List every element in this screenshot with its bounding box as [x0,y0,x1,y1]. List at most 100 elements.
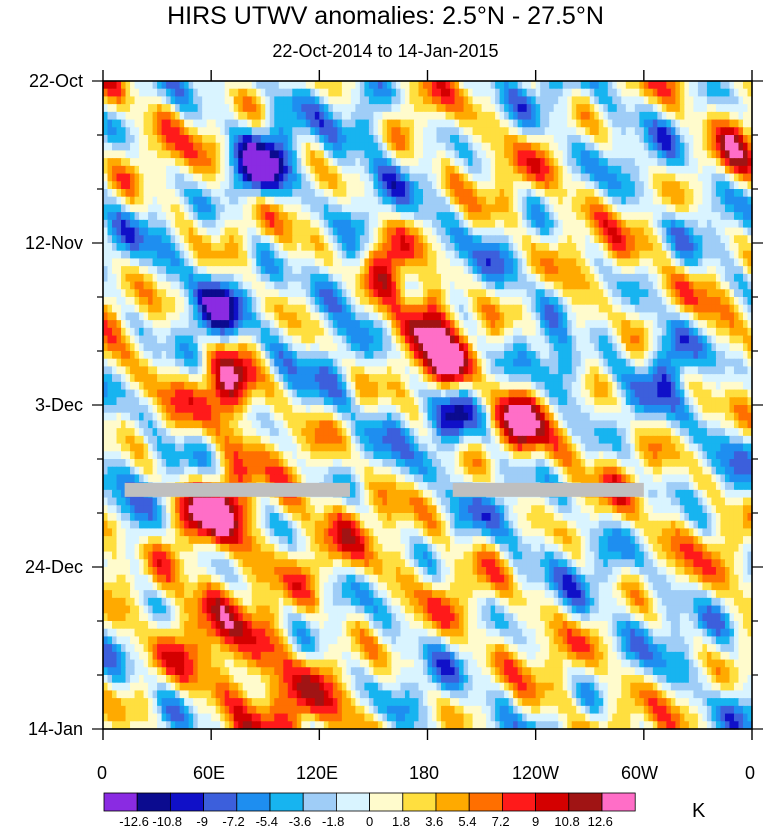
heatmap-cell [666,196,672,206]
heatmap-cell [292,281,298,290]
heatmap-cell [274,289,280,298]
heatmap-cell [706,297,713,306]
heatmap-cell [553,204,559,213]
heatmap-cell [684,243,690,252]
heatmap-cell [603,327,609,337]
heatmap-cell [166,88,172,98]
heatmap-cell [188,127,194,136]
heatmap-cell [211,258,217,267]
heatmap-cell [688,212,695,221]
heatmap-cell [711,96,717,105]
heatmap-cell [459,212,465,221]
heatmap-cell [468,343,474,352]
heatmap-cell [418,304,424,314]
heatmap-cell [292,273,298,283]
heatmap-cell [733,196,740,206]
heatmap-cell [715,81,722,90]
heatmap-cell [247,181,253,190]
heatmap-cell [702,312,708,321]
heatmap-cell [296,111,302,121]
heatmap-cell [355,343,361,352]
heatmap-cell [643,289,649,298]
heatmap-cell [328,111,334,121]
heatmap-cell [179,273,185,283]
heatmap-cell [670,204,676,213]
heatmap-cell [422,312,429,321]
heatmap-cell [310,104,316,113]
heatmap-cell [459,173,465,182]
heatmap-cell [265,297,271,306]
heatmap-cell [463,297,469,306]
heatmap-cell [319,104,325,113]
heatmap-cell [373,165,379,175]
heatmap-cell [522,312,528,321]
heatmap-cell [269,343,275,352]
heatmap-cell [166,327,172,337]
heatmap-cell [400,104,406,113]
heatmap-cell [639,258,645,267]
heatmap-cell [436,96,442,105]
heatmap-cell [310,235,316,244]
heatmap-cell [130,219,136,229]
heatmap-cell [148,320,154,329]
heatmap-cell [148,104,154,113]
heatmap-cell [211,127,217,136]
heatmap-cell [517,289,523,298]
heatmap-cell [103,88,109,98]
heatmap-cell [409,250,415,260]
heatmap-cell [553,327,559,337]
heatmap-cell [287,320,293,329]
heatmap-cell [238,266,244,275]
heatmap-cell [269,127,275,136]
heatmap-cell [265,320,271,329]
heatmap-cell [418,165,424,175]
heatmap-cell [139,235,145,244]
heatmap-cell [688,327,695,337]
heatmap-cell [422,181,429,190]
heatmap-cell [711,142,717,152]
heatmap-cell [639,204,645,213]
heatmap-cell [278,150,284,159]
heatmap-cell [585,335,591,344]
heatmap-cell [193,135,199,144]
heatmap-cell [184,150,190,159]
heatmap-cell [733,142,740,152]
heatmap-cell [576,312,582,321]
heatmap-cell [513,235,519,244]
heatmap-cell [625,119,631,128]
heatmap-cell [495,96,501,105]
heatmap-cell [432,335,438,344]
heatmap-cell [107,88,113,98]
heatmap-cell [517,181,523,190]
heatmap-cell [432,111,438,121]
heatmap-cell [278,335,284,344]
heatmap-cell [170,142,176,152]
heatmap-cell [585,96,591,105]
heatmap-cell [540,258,546,267]
heatmap-cell [197,243,203,252]
heatmap-cell [409,104,415,113]
heatmap-cell [630,335,636,344]
heatmap-cell [296,320,302,329]
heatmap-cell [612,227,618,236]
heatmap-cell [463,212,469,221]
heatmap-cell [220,111,226,121]
heatmap-cell [648,158,654,167]
heatmap-cell [702,320,708,329]
heatmap-cell [715,181,722,190]
heatmap-cell [287,96,293,105]
heatmap-cell [427,212,433,221]
heatmap-cell [188,219,194,229]
heatmap-cell [724,204,731,213]
heatmap-cell [175,181,181,190]
heatmap-cell [148,258,154,267]
heatmap-cell [188,258,194,267]
heatmap-cell [441,297,447,306]
heatmap-cell [571,150,577,159]
heatmap-cell [265,104,271,113]
heatmap-cell [143,304,149,314]
heatmap-cell [274,142,280,152]
heatmap-cell [166,258,172,267]
heatmap-cell [738,81,744,90]
heatmap-cell [472,81,478,90]
